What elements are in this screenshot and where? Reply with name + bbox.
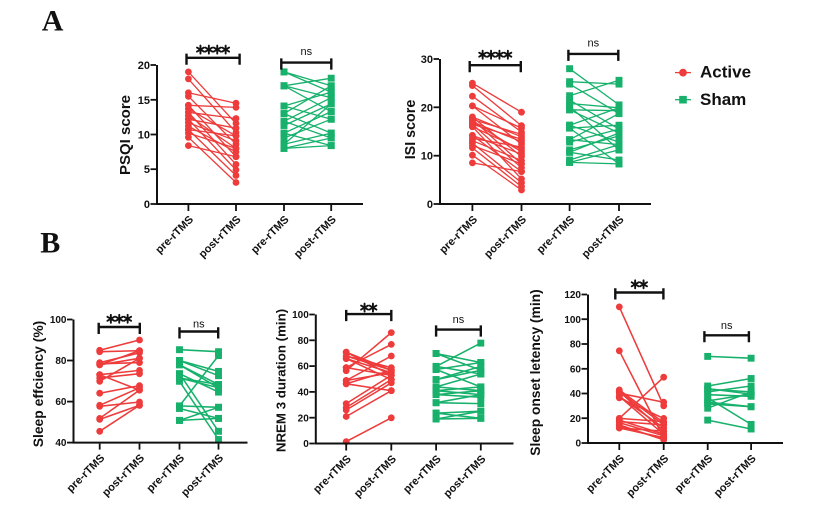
svg-text:Active: Active <box>700 63 751 82</box>
svg-text:ns: ns <box>721 320 733 332</box>
svg-text:NREM 3 duration (min): NREM 3 duration (min) <box>274 309 289 452</box>
svg-text:A: A <box>42 5 64 38</box>
svg-text:10: 10 <box>421 151 433 163</box>
svg-text:ISI score: ISI score <box>403 100 419 160</box>
svg-text:20: 20 <box>298 413 310 424</box>
svg-text:80: 80 <box>55 356 67 367</box>
svg-text:0: 0 <box>427 199 433 211</box>
svg-text:ns: ns <box>300 46 312 58</box>
svg-text:80: 80 <box>570 340 582 351</box>
svg-text:PSQI score: PSQI score <box>117 95 134 175</box>
svg-text:ns: ns <box>193 318 205 330</box>
svg-text:100: 100 <box>564 315 581 326</box>
svg-text:60: 60 <box>570 364 582 375</box>
svg-text:100: 100 <box>50 315 67 326</box>
svg-text:Sham: Sham <box>700 90 746 109</box>
svg-text:0: 0 <box>303 439 309 450</box>
svg-text:5: 5 <box>144 164 150 176</box>
svg-text:40: 40 <box>570 389 582 400</box>
svg-text:30: 30 <box>421 54 433 66</box>
svg-text:15: 15 <box>138 95 150 107</box>
svg-text:10: 10 <box>138 129 150 141</box>
svg-text:ns: ns <box>588 38 600 50</box>
svg-text:60: 60 <box>298 362 310 373</box>
svg-text:20: 20 <box>421 102 433 114</box>
svg-text:B: B <box>40 227 60 260</box>
svg-text:20: 20 <box>570 414 582 425</box>
svg-text:40: 40 <box>298 388 310 399</box>
svg-text:Sleep effciency (%): Sleep effciency (%) <box>30 321 46 448</box>
svg-text:ns: ns <box>453 314 465 326</box>
svg-text:80: 80 <box>298 336 310 347</box>
svg-text:100: 100 <box>292 310 309 321</box>
svg-text:Sleep onset letency (min): Sleep onset letency (min) <box>528 289 543 455</box>
svg-text:40: 40 <box>55 438 67 449</box>
svg-text:60: 60 <box>55 397 67 408</box>
svg-text:0: 0 <box>144 199 150 211</box>
svg-text:20: 20 <box>138 60 150 72</box>
svg-text:0: 0 <box>575 439 581 450</box>
svg-text:120: 120 <box>564 290 581 301</box>
